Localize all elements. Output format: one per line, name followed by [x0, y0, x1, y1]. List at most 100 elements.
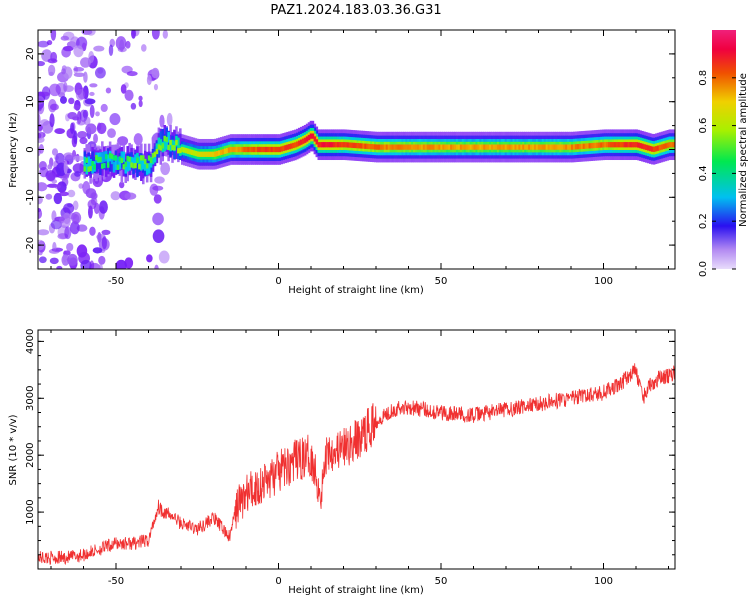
heatmap-ridge-cell: [444, 144, 447, 150]
heatmap-ridge-cell: [110, 153, 114, 160]
heatmap-cells: [38, 30, 675, 269]
heatmap-ridge-cell: [611, 142, 615, 148]
heatmap-ridge-cell: [120, 151, 124, 162]
heatmap-ridge-cell: [411, 144, 414, 150]
heatmap-ridge-cell: [448, 144, 451, 150]
heatmap-noise-cell: [89, 91, 95, 97]
heatmap-noise-cell: [95, 111, 100, 117]
heatmap-ridge-cell: [483, 144, 486, 150]
heatmap-ridge-cell: [136, 157, 139, 163]
heatmap-ridge-cell: [571, 144, 574, 150]
heatmap-ridge-cell: [370, 144, 373, 150]
heatmap-ridge-cell: [124, 161, 127, 167]
heatmap-ridge-cell: [91, 160, 94, 167]
heatmap-ridge-cell: [130, 156, 133, 168]
heatmap-ridge-cell: [557, 144, 560, 150]
heatmap-ridge-cell: [666, 142, 670, 148]
heatmap-noise-cell: [117, 136, 129, 146]
heatmap-ridge-cell: [635, 142, 638, 148]
heatmap-ridge-cell: [299, 139, 303, 145]
heatmap-ridge-cell: [633, 142, 636, 148]
spectrogram-x-tick-label: -50: [108, 276, 124, 287]
heatmap-ridge-cell: [397, 144, 400, 150]
heatmap-noise-cell: [160, 162, 171, 176]
heatmap-noise-cell: [141, 44, 147, 52]
heatmap-ridge-cell: [366, 143, 369, 150]
heatmap-ridge-cell: [264, 146, 268, 153]
heatmap-ridge-cell: [151, 152, 155, 159]
heatmap-noise-cell: [125, 40, 131, 49]
snr-trace: [38, 363, 675, 566]
snr-x-ticks: -50 0 50 100: [50, 330, 669, 587]
heatmap-ridge-cell: [561, 144, 564, 150]
heatmap-ridge-cell: [455, 144, 459, 150]
heatmap-ridge-cell: [165, 127, 168, 144]
heatmap-ridge-cell: [132, 157, 135, 168]
heatmap-ridge-cell: [106, 162, 110, 168]
heatmap-ridge-cell: [485, 144, 488, 150]
heatmap-ridge-cell: [157, 144, 161, 150]
heatmap-ridge-cell: [294, 142, 297, 148]
heatmap-ridge-cell: [255, 146, 258, 153]
heatmap-ridge-cell: [313, 136, 317, 142]
heatmap-noise-cell: [154, 176, 165, 184]
heatmap-noise-cell: [126, 71, 138, 77]
heatmap-ridge-cell: [190, 149, 194, 155]
heatmap-ridge-cell: [627, 142, 631, 148]
heatmap-ridge-cell: [452, 144, 455, 150]
heatmap-ridge-cell: [387, 144, 391, 150]
heatmap-noise-cell: [67, 203, 73, 208]
heatmap-ridge-cell: [161, 143, 165, 149]
heatmap-ridge-cell: [590, 143, 594, 149]
heatmap-ridge-cell: [342, 142, 346, 148]
heatmap-ridge-cell: [588, 143, 592, 149]
heatmap-ridge-cell: [118, 158, 122, 170]
heatmap-ridge-cell: [432, 144, 436, 150]
heatmap-ridge-cell: [520, 144, 523, 150]
heatmap-ridge-cell: [243, 146, 246, 153]
heatmap-ridge-cell: [580, 143, 584, 150]
colorbar-label: Normalized spectral amplitude: [738, 73, 749, 227]
heatmap-ridge-cell: [377, 144, 381, 150]
heatmap-noise-cell: [56, 265, 63, 269]
heatmap-ridge-cell: [140, 155, 143, 161]
heatmap-ridge-cell: [631, 142, 634, 148]
heatmap-ridge-cell: [171, 139, 174, 151]
heatmap-ridge-cell: [136, 160, 139, 178]
heatmap-noise-cell: [68, 97, 75, 105]
heatmap-ridge-cell: [409, 144, 412, 150]
heatmap-ridge-cell: [559, 144, 562, 150]
heatmap-ridge-cell: [539, 144, 543, 150]
heatmap-ridge-cell: [278, 146, 282, 153]
heatmap-ridge-cell: [672, 142, 675, 148]
heatmap-noise-cell: [93, 133, 98, 144]
heatmap-ridge-cell: [87, 156, 90, 167]
heatmap-ridge-cell: [498, 144, 502, 150]
heatmap-ridge-cell: [574, 144, 578, 150]
heatmap-noise-cell: [70, 122, 75, 134]
snr-x-tick-label: 0: [275, 576, 281, 587]
heatmap-noise-cell: [93, 45, 105, 52]
heatmap-ridge-cell: [89, 165, 92, 172]
heatmap-ridge-cell: [481, 144, 484, 150]
heatmap-ridge-cell: [130, 162, 133, 168]
heatmap-ridge-cell: [177, 137, 180, 149]
heatmap-ridge-cell: [416, 144, 420, 150]
heatmap-ridge-cell: [85, 163, 88, 175]
heatmap-ridge-cell: [335, 142, 338, 148]
heatmap-ridge-cell: [138, 156, 141, 167]
heatmap-noise-cell: [166, 112, 173, 127]
heatmap-ridge-cell: [323, 142, 326, 148]
heatmap-ridge-cell: [401, 144, 404, 150]
heatmap-ridge-cell: [227, 147, 231, 153]
heatmap-ridge-cell: [360, 143, 363, 149]
heatmap-ridge-cell: [569, 144, 572, 150]
heatmap-ridge-cell: [364, 143, 367, 149]
heatmap-ridge-cell: [126, 155, 129, 162]
heatmap-ridge-cell: [149, 157, 153, 164]
heatmap-ridge-cell: [516, 144, 519, 150]
heatmap-noise-cell: [79, 109, 88, 123]
heatmap-noise-cell: [73, 72, 85, 77]
heatmap-ridge-cell: [415, 144, 418, 150]
heatmap-ridge-cell: [405, 144, 408, 150]
